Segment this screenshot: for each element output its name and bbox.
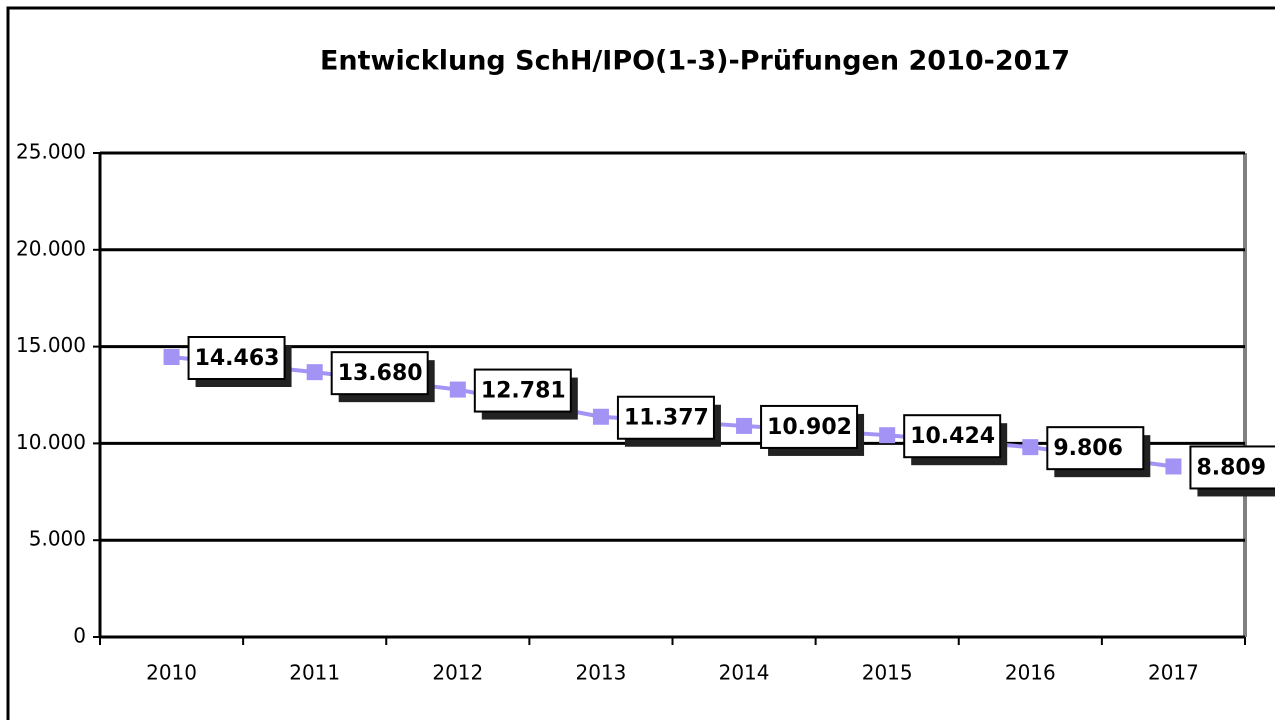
data-label: 13.680 <box>338 361 423 386</box>
data-label: 14.463 <box>195 346 280 371</box>
data-label: 10.424 <box>910 424 995 449</box>
label-box <box>1189 445 1275 490</box>
data-label: 12.781 <box>481 379 566 404</box>
label-box <box>187 335 286 380</box>
data-marker <box>736 417 753 434</box>
label-box <box>616 395 715 440</box>
data-marker <box>306 364 323 381</box>
x-tick-label: 2010 <box>146 661 197 685</box>
y-tick-label: 25.000 <box>16 140 86 164</box>
y-tick-label: 5.000 <box>29 527 86 551</box>
y-tick-label: 20.000 <box>16 236 86 260</box>
label-box <box>1046 426 1145 471</box>
data-marker <box>1022 439 1039 456</box>
data-marker <box>1165 458 1182 475</box>
data-marker <box>449 381 466 398</box>
data-marker <box>879 427 896 444</box>
x-tick-label: 2011 <box>289 661 340 685</box>
x-tick-label: 2013 <box>575 661 626 685</box>
x-tick-label: 2012 <box>432 661 483 685</box>
data-label: 8.809 <box>1196 455 1266 480</box>
data-label: 9.806 <box>1053 436 1123 461</box>
x-tick-label: 2017 <box>1148 661 1199 685</box>
y-tick-label: 15.000 <box>16 333 86 357</box>
label-box <box>330 351 429 396</box>
data-label: 11.377 <box>624 406 709 431</box>
label-box <box>903 414 1002 459</box>
x-tick-label: 2015 <box>862 661 913 685</box>
data-label: 10.902 <box>767 415 852 440</box>
label-box <box>760 404 859 449</box>
y-tick-label: 0 <box>73 624 86 648</box>
data-marker <box>592 408 609 425</box>
y-tick-label: 10.000 <box>16 430 86 454</box>
x-tick-label: 2014 <box>719 661 770 685</box>
chart-title: Entwicklung SchH/IPO(1-3)-Prüfungen 2010… <box>320 46 1070 77</box>
label-box <box>473 368 572 413</box>
data-marker <box>163 348 180 365</box>
x-tick-label: 2016 <box>1005 661 1056 685</box>
